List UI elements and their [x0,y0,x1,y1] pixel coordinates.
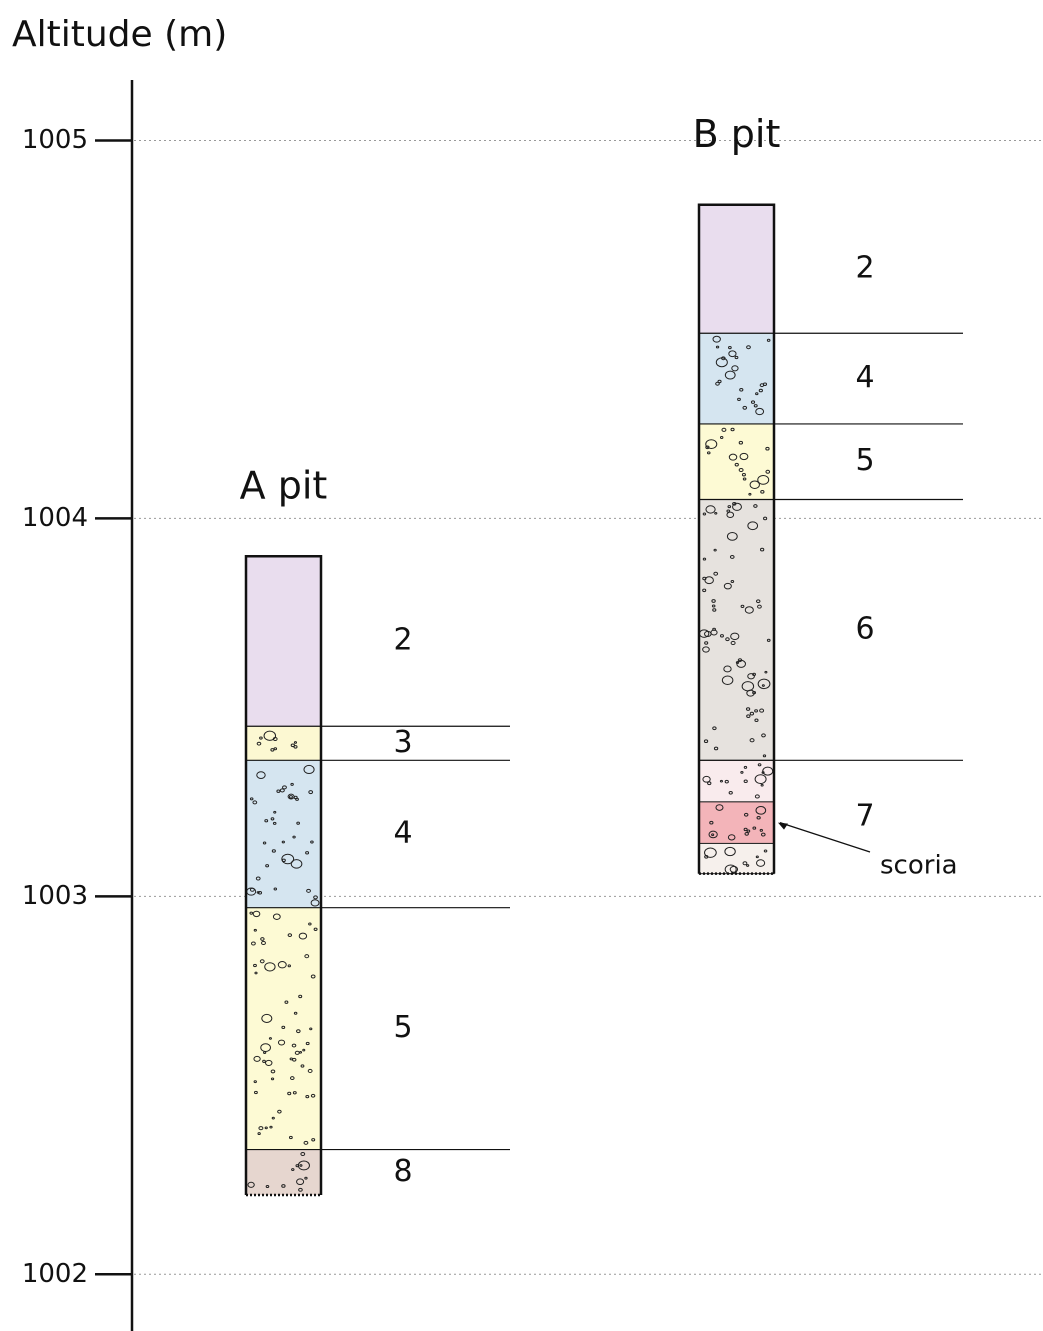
layer [246,1150,321,1195]
axis-title: Altitude (m) [12,14,227,55]
pit-title: B pit [693,112,781,156]
diagram: Altitude (m) 1002 1003 1004 1005 2 3 4 5 8 A pit 2… [0,0,1043,1331]
layer-label: 2 [393,623,412,658]
layer [699,424,774,500]
y-tick-label: 1002 [22,1259,88,1289]
arrow-head [778,823,788,830]
layer-label: 7 [855,798,874,833]
layer-label: 5 [393,1010,412,1045]
annotation-text: scoria [880,851,958,881]
layer [246,556,321,726]
y-tick-label: 1003 [22,881,88,911]
layer-label: 2 [855,250,874,285]
layer-label: 8 [393,1154,412,1189]
y-tick-label: 1005 [22,125,88,155]
layer-label: 4 [855,360,874,395]
layer-label: 6 [855,611,874,646]
layer-label: 3 [393,725,412,760]
pit-title: A pit [240,464,328,508]
layer [699,333,774,424]
layer-label: 5 [855,443,874,478]
layer [246,760,321,907]
layer [699,205,774,334]
layer-label: 4 [393,816,412,851]
y-tick-label: 1004 [22,503,88,533]
